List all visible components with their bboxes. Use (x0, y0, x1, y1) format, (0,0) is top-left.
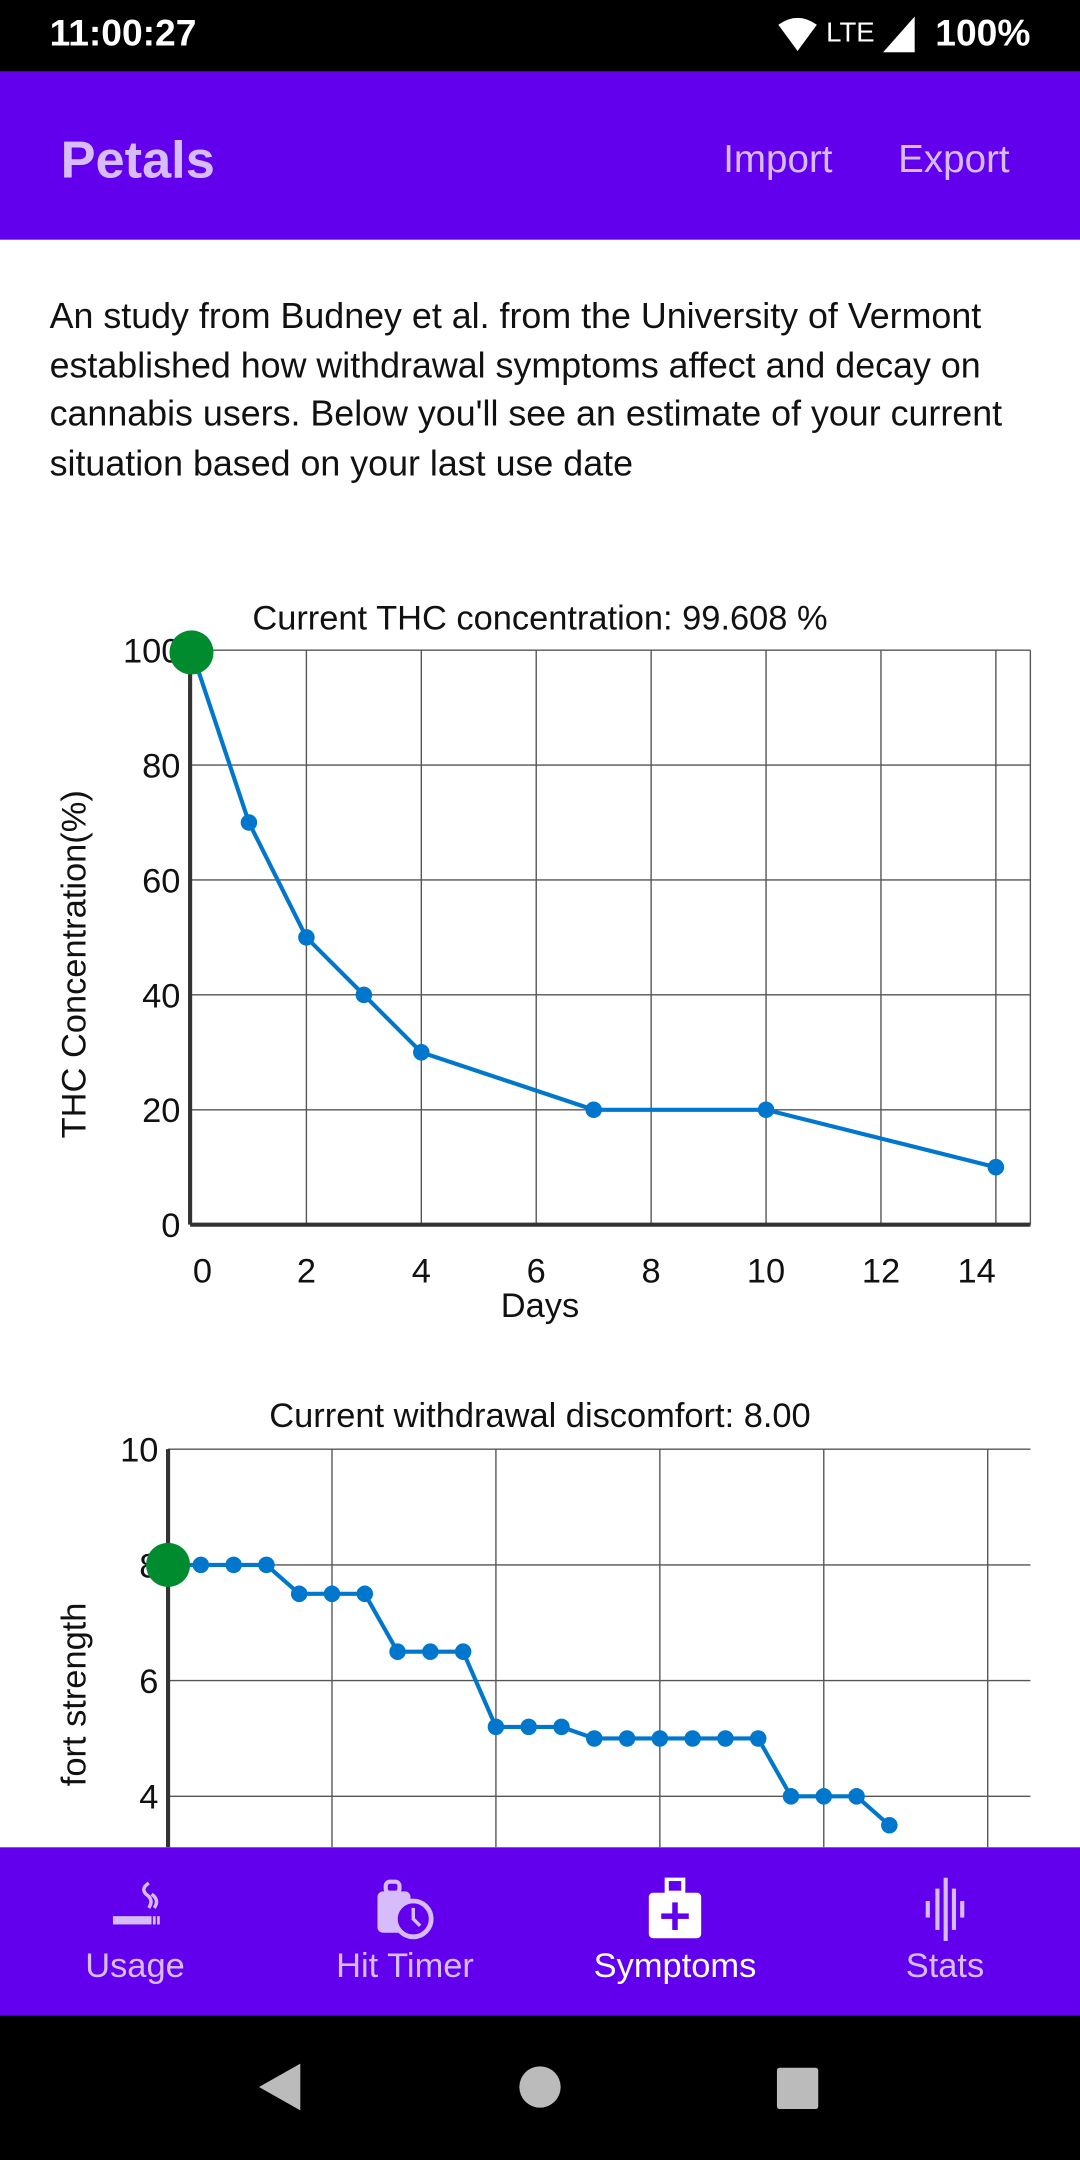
y-tick-label: 40 (142, 977, 180, 1015)
data-point (684, 1730, 701, 1747)
x-tick-label: 2 (297, 1252, 316, 1290)
y-tick-label: 0 (161, 1207, 180, 1245)
wifi-icon (777, 17, 817, 51)
import-button[interactable]: Import (723, 137, 833, 181)
chart-title: Current withdrawal discomfort: 8.00 (269, 1397, 810, 1435)
bottom-navigation: Usage Hit Timer Symptoms Stats (0, 1847, 1080, 2016)
charts-area: Current THC concentration: 99.608 %02040… (55, 600, 1032, 1848)
y-tick-label: 20 (142, 1092, 180, 1130)
data-point (240, 814, 258, 831)
data-point (323, 1585, 341, 1603)
home-icon[interactable] (518, 2065, 562, 2109)
data-point (487, 1718, 505, 1736)
y-tick-label: 60 (142, 862, 180, 900)
x-axis-label: Days (501, 1287, 579, 1325)
series-line (168, 1562, 891, 1827)
recents-icon[interactable] (776, 2066, 820, 2110)
battery-level: 100% (935, 12, 1031, 54)
y-axis-label: THC Concentration(%) (55, 790, 93, 1138)
data-point (815, 1788, 833, 1805)
data-point (585, 1101, 602, 1119)
x-tick-label: 10 (747, 1252, 785, 1290)
data-point (651, 1730, 669, 1747)
app-bar: Petals Import Export (0, 71, 1080, 240)
data-point (749, 1730, 767, 1747)
data-point (987, 1158, 1005, 1176)
nav-label: Symptoms (593, 1946, 757, 1986)
symptoms-content[interactable]: An study from Budney et al. from the Uni… (0, 240, 1080, 1848)
data-point (192, 1556, 210, 1574)
data-point (553, 1718, 570, 1736)
medical-bag-icon (648, 1877, 702, 1939)
x-tick-label: 14 (957, 1252, 995, 1290)
status-time: 11:00:27 (49, 12, 197, 54)
data-point (356, 1585, 374, 1603)
data-point (586, 1730, 603, 1747)
data-point (520, 1718, 537, 1736)
data-point (258, 1556, 275, 1574)
data-point (881, 1816, 898, 1834)
data-point (355, 986, 373, 1004)
back-icon[interactable] (256, 2061, 303, 2113)
x-tick-label: 8 (642, 1252, 661, 1290)
system-navigation-bar (0, 2015, 1080, 2160)
nav-label: Stats (905, 1946, 985, 1986)
data-point (389, 1643, 406, 1660)
chart-title: Current THC concentration: 99.608 % (252, 600, 827, 638)
y-tick-label: 4 (139, 1779, 158, 1817)
export-button[interactable]: Export (898, 137, 1010, 181)
data-point (298, 929, 315, 946)
app-title: Petals (60, 132, 215, 191)
nav-tab-usage[interactable]: Usage (0, 1847, 270, 2015)
data-point (782, 1788, 800, 1805)
equalizer-icon (925, 1877, 965, 1941)
current-value-marker (169, 630, 214, 675)
data-point (618, 1730, 636, 1747)
y-axis-label: fort strength (55, 1603, 93, 1787)
current-value-marker (146, 1542, 191, 1587)
x-tick-label: 4 (412, 1252, 431, 1290)
data-point (848, 1788, 865, 1805)
nav-label: Hit Timer (336, 1946, 474, 1986)
smoking-icon (112, 1881, 160, 1925)
x-tick-label: 0 (193, 1252, 212, 1290)
nav-tab-stats[interactable]: Stats (810, 1847, 1080, 2015)
y-tick-label: 6 (139, 1663, 158, 1701)
x-tick-label: 12 (862, 1252, 900, 1290)
data-point (422, 1643, 439, 1660)
data-point (454, 1643, 472, 1660)
network-type: LTE (826, 17, 875, 49)
signal-icon (882, 15, 915, 52)
data-point (757, 1101, 775, 1119)
intro-text: An study from Budney et al. from the Uni… (49, 294, 1003, 483)
data-point (717, 1730, 734, 1747)
nav-tab-hit-timer[interactable]: Hit Timer (270, 1847, 540, 2015)
series-line (189, 649, 997, 1170)
timer-bag-icon (377, 1879, 434, 1940)
y-tick-label: 80 (142, 747, 180, 785)
status-bar: 11:00:27 LTE 100% (0, 0, 1080, 72)
nav-label: Usage (85, 1946, 185, 1986)
x-tick-label: 6 (527, 1252, 546, 1290)
data-point (290, 1585, 308, 1603)
y-tick-label: 10 (120, 1432, 158, 1470)
nav-tab-symptoms[interactable]: Symptoms (540, 1847, 810, 2015)
data-point (413, 1044, 430, 1061)
data-point (225, 1556, 242, 1574)
